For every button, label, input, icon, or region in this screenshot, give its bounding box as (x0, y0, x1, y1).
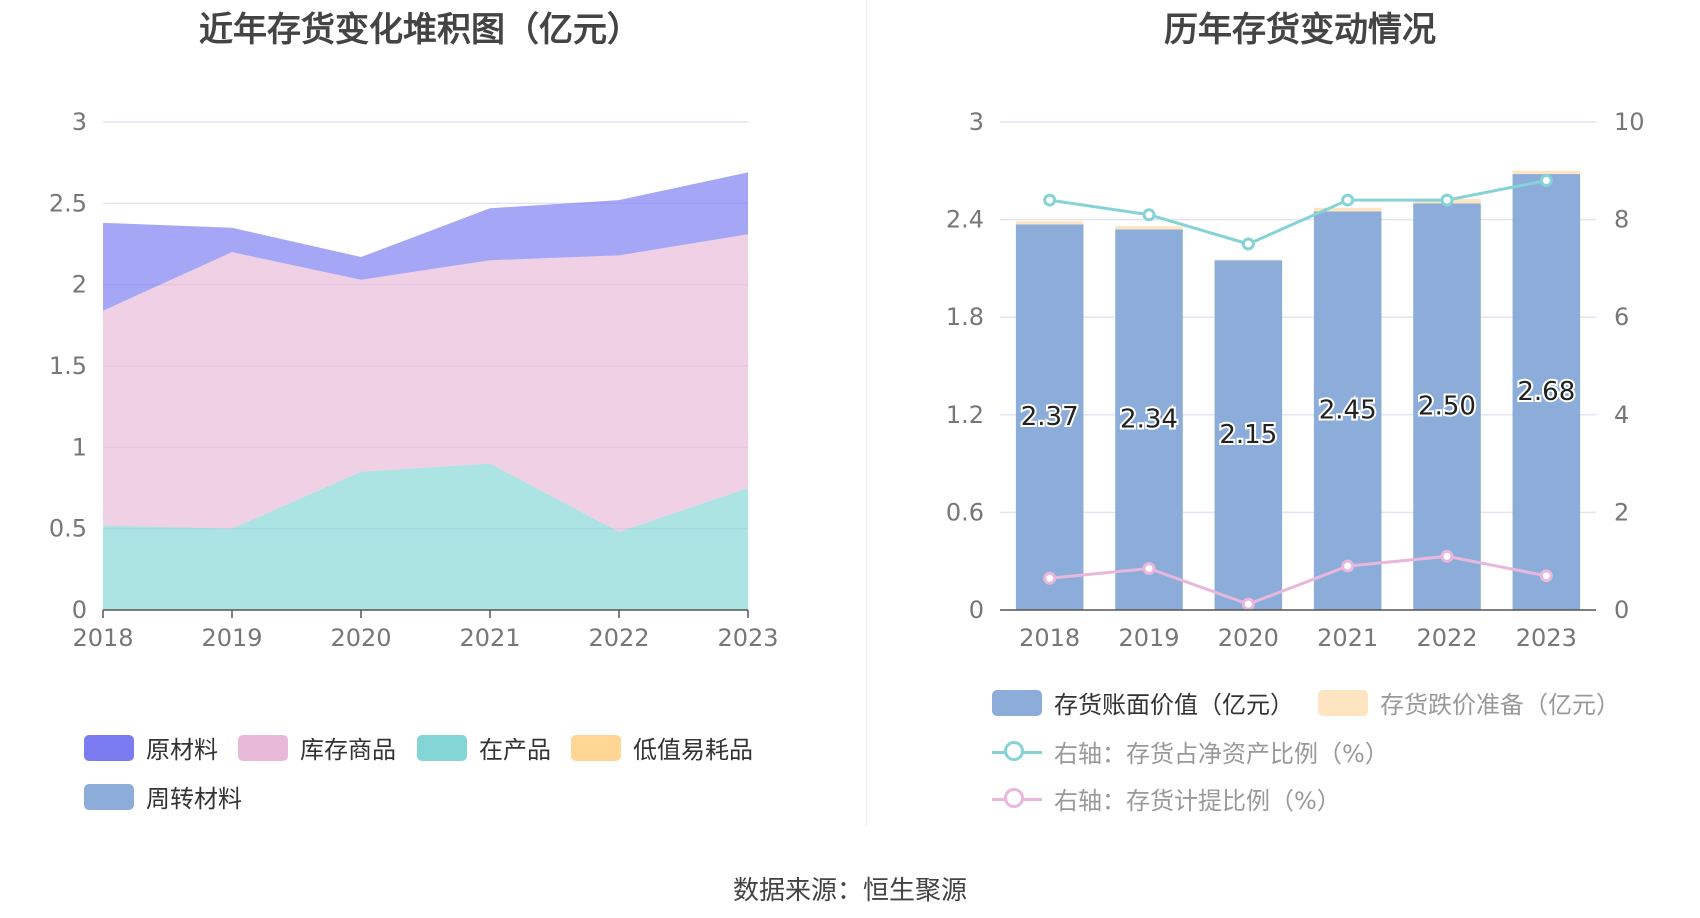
y-tick-label: 0 (72, 596, 87, 624)
legend-label: 库存商品 (300, 736, 396, 764)
legend-swatch (417, 734, 467, 761)
x-tick-label: 2018 (72, 624, 133, 652)
bar-value-label: 2.34 (1120, 405, 1178, 435)
bar (1214, 259, 1283, 261)
y2-tick-label: 4 (1614, 401, 1629, 429)
y-tick-label: 1.8 (946, 303, 984, 331)
x-tick-label: 2019 (1118, 624, 1179, 652)
x-tick-label: 2021 (459, 624, 520, 652)
legend-swatch (992, 689, 1042, 716)
legend-line-swatch (992, 739, 1042, 765)
x-tick-label: 2023 (1516, 624, 1577, 652)
line-point (1341, 559, 1355, 573)
bar-value-label: 2.50 (1418, 392, 1476, 422)
legend-swatch (238, 734, 288, 761)
data-source-note: 数据来源：恒生聚源 (732, 876, 967, 906)
legend-label: 周转材料 (146, 785, 242, 813)
y-tick-label: 0.5 (49, 515, 87, 543)
x-tick-label: 2021 (1317, 624, 1378, 652)
legend-item-wip[interactable]: 在产品 (417, 730, 551, 765)
x-tick-label: 2022 (588, 624, 649, 652)
line-series (1049, 554, 1547, 606)
line-point (1043, 571, 1057, 585)
legend-label: 在产品 (479, 736, 551, 764)
y-tick-label: 3 (72, 108, 87, 136)
legend-swatch (1318, 689, 1368, 716)
bar-value-label: 2.15 (1219, 420, 1277, 450)
x-tick-label: 2020 (330, 624, 391, 652)
legend-item-finished-goods[interactable]: 库存商品 (238, 730, 396, 765)
bar-value-label: 2.68 (1517, 377, 1575, 407)
area-series (103, 172, 748, 311)
legend-item-book-value[interactable]: 存货账面价值（亿元） (992, 685, 1294, 720)
bar-value-label: 2.45 (1319, 396, 1377, 426)
line-series (1049, 179, 1547, 246)
y2-tick-label: 0 (1614, 596, 1629, 624)
line-point (1142, 562, 1156, 576)
y-tick-label: 0.6 (946, 498, 984, 526)
legend-item-raw-materials[interactable]: 原材料 (84, 730, 218, 765)
legend-label: 存货账面价值（亿元） (1054, 691, 1294, 719)
bar (1115, 226, 1183, 230)
legend-label: 存货跌价准备（亿元） (1380, 691, 1620, 719)
right-chart-title: 历年存货变动情况 (1164, 10, 1436, 50)
y-tick-label: 2 (72, 271, 87, 299)
y2-tick-label: 8 (1614, 206, 1629, 234)
x-tick-label: 2020 (1218, 624, 1279, 652)
left-chart-title: 近年存货变化堆积图（亿元） (199, 10, 641, 50)
chart-divider (866, 0, 867, 826)
bar (1413, 203, 1481, 611)
bar (1015, 221, 1084, 225)
legend-item-low-value-consumables[interactable]: 低值易耗品 (571, 730, 753, 765)
legend-item-impairment[interactable]: 存货跌价准备（亿元） (1318, 685, 1620, 720)
bar-value-label: 2.37 (1021, 402, 1079, 432)
legend-label: 右轴：存货计提比例（%） (1054, 787, 1341, 815)
y-tick-label: 3 (969, 108, 984, 136)
y-tick-label: 1.2 (946, 401, 984, 429)
legend-swatch (84, 783, 134, 810)
y-tick-label: 0 (969, 596, 984, 624)
legend-item-inventory-ratio[interactable]: 右轴：存货占净资产比例（%） (992, 734, 1389, 769)
y2-tick-label: 6 (1614, 303, 1629, 331)
bar (1313, 211, 1382, 610)
bar (1313, 207, 1382, 212)
legend-label: 低值易耗品 (633, 736, 753, 764)
legend-line-swatch (992, 786, 1042, 812)
line-point (1142, 208, 1156, 222)
bar (1512, 174, 1581, 610)
area-series (103, 234, 748, 532)
legend-item-provision-ratio[interactable]: 右轴：存货计提比例（%） (992, 781, 1341, 816)
line-point (1241, 237, 1255, 251)
bar (1115, 229, 1183, 611)
y-tick-label: 1 (72, 433, 87, 461)
line-point (1440, 549, 1454, 563)
legend-label: 右轴：存货占净资产比例（%） (1054, 740, 1389, 768)
bar (1512, 170, 1581, 175)
x-tick-label: 2018 (1019, 624, 1080, 652)
y2-tick-label: 10 (1614, 108, 1645, 136)
y-tick-label: 1.5 (49, 352, 87, 380)
line-point (1241, 597, 1255, 611)
bar (1015, 224, 1084, 611)
y-tick-label: 2.4 (946, 206, 984, 234)
line-point (1043, 193, 1057, 207)
line-point (1539, 174, 1553, 188)
line-point (1440, 193, 1454, 207)
x-tick-label: 2019 (201, 624, 262, 652)
y-tick-label: 2.5 (49, 189, 87, 217)
legend-swatch (571, 734, 621, 761)
y2-tick-label: 2 (1614, 498, 1629, 526)
legend-label: 原材料 (146, 736, 218, 764)
area-series (103, 463, 748, 610)
legend-swatch (84, 734, 134, 761)
bar (1214, 260, 1283, 610)
line-point (1341, 193, 1355, 207)
legend-item-turnover-materials[interactable]: 周转材料 (84, 779, 242, 814)
x-tick-label: 2022 (1416, 624, 1477, 652)
x-tick-label: 2023 (717, 624, 778, 652)
line-point (1539, 569, 1553, 583)
